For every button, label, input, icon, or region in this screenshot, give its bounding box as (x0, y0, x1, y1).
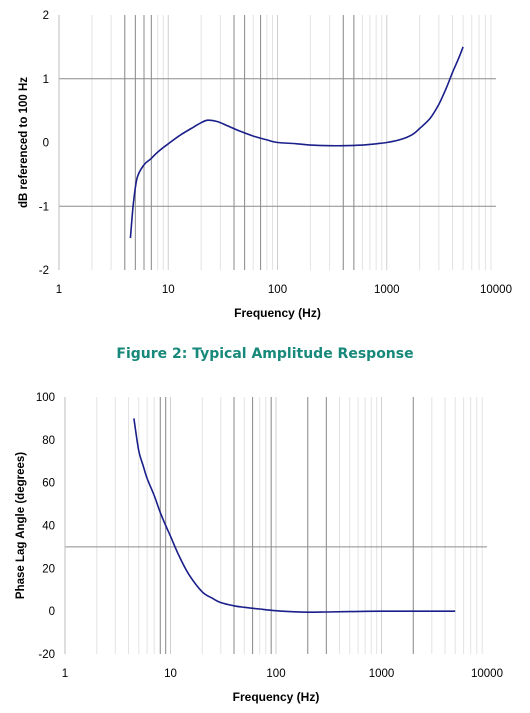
amplitude-y-axis-label: dB referenced to 100 Hz (18, 77, 30, 208)
phase-x-tick-label: 1000 (369, 668, 395, 680)
phase-y-tick-label: -20 (38, 649, 55, 661)
phase-x-axis-label: Frequency (Hz) (233, 690, 320, 704)
phase-y-tick-label: 40 (42, 521, 55, 533)
phase-y-axis-label: Phase Lag Angle (degrees) (15, 452, 27, 599)
phase-x-tick-label: 10000 (471, 668, 503, 680)
figure-caption: Figure 2: Typical Amplitude Response (116, 346, 414, 362)
phase-x-tick-label: 1 (62, 668, 68, 680)
amplitude-y-tick-label: 0 (43, 138, 49, 150)
amplitude-x-tick-label: 10000 (480, 284, 512, 296)
phase-y-tick-label: 20 (42, 563, 55, 575)
amplitude-x-tick-label: 1000 (374, 284, 400, 296)
phase-y-tick-label: 100 (36, 392, 55, 404)
phase-x-tick-label: 100 (266, 668, 285, 680)
amplitude-x-axis-label: Frequency (Hz) (234, 306, 321, 320)
amplitude-y-tick-label: -2 (39, 265, 49, 277)
phase-y-tick-label: 0 (49, 606, 55, 618)
amplitude-x-tick-label: 10 (162, 284, 175, 296)
phase-series-line (133, 418, 456, 614)
amplitude-series-line (129, 46, 464, 239)
phase-y-tick-label: 80 (42, 435, 55, 447)
amplitude-y-tick-label: 1 (43, 74, 49, 86)
amplitude-y-tick-label: -1 (39, 201, 49, 213)
phase-x-tick-label: 10 (164, 668, 177, 680)
amplitude-x-tick-label: 100 (268, 284, 287, 296)
amplitude-y-tick-label: 2 (43, 10, 49, 22)
amplitude-x-tick-label: 1 (56, 284, 62, 296)
phase-y-tick-label: 60 (42, 478, 55, 490)
